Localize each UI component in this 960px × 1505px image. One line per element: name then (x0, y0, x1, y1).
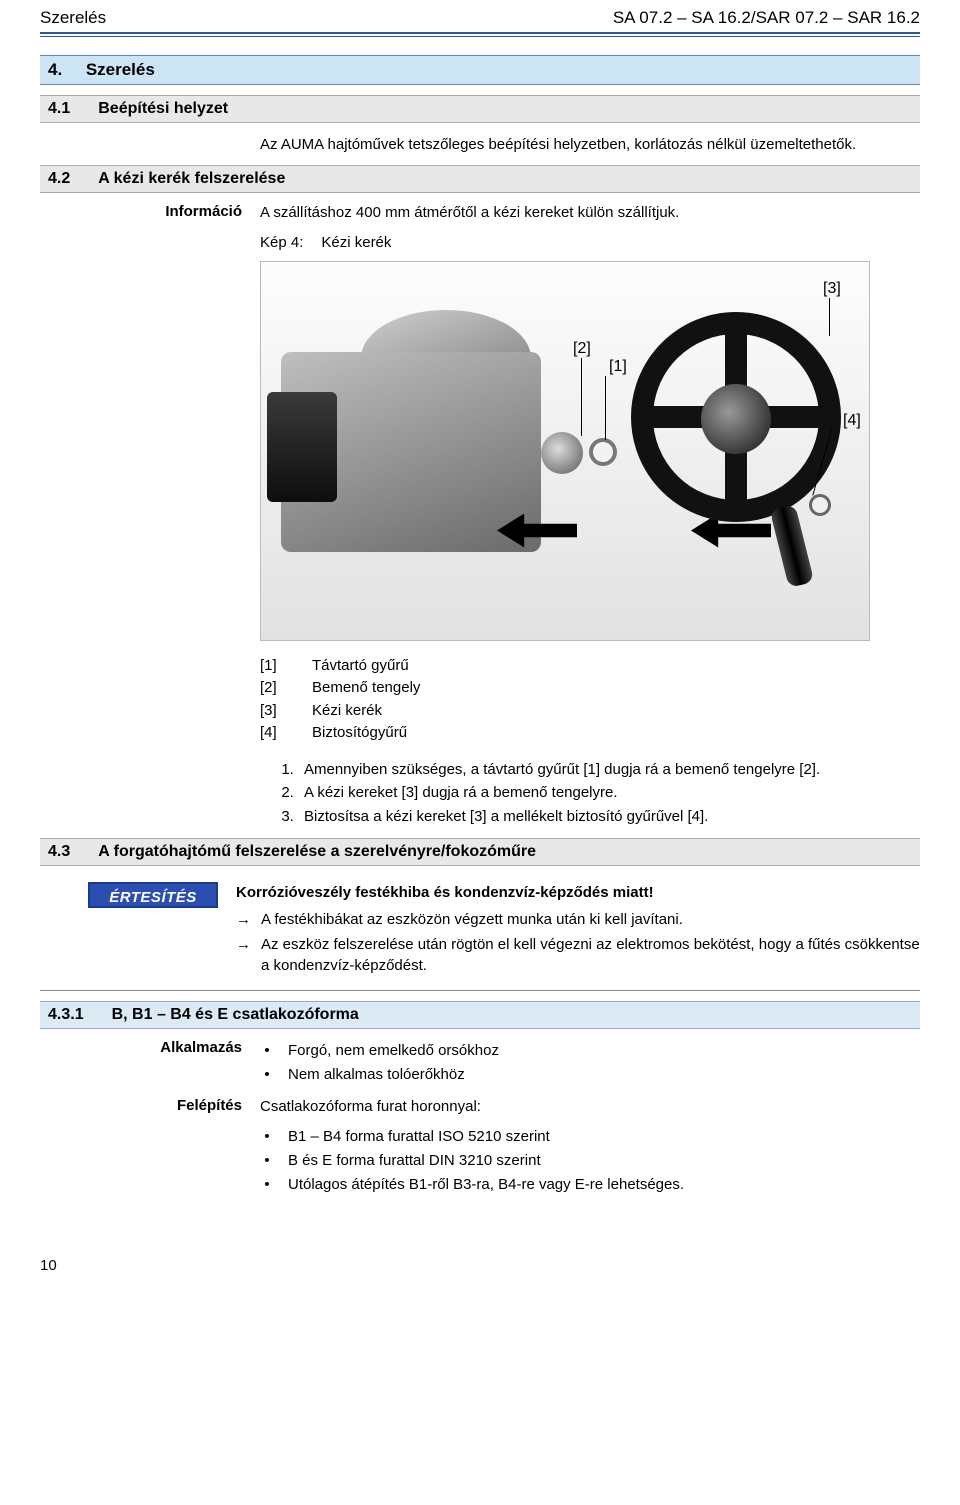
figure-title: Kézi kerék (321, 234, 391, 251)
handwheel-hub-shape (701, 384, 771, 454)
leader-line (605, 376, 606, 440)
bullet-icon: • (260, 1063, 274, 1087)
list-item-text: Utólagos átépítés B1-ről B3-ra, B4-re va… (288, 1173, 684, 1197)
legend-row: [1] Távtartó gyűrű (260, 655, 920, 678)
list-item-text: Forgó, nem emelkedő orsókhoz (288, 1039, 499, 1063)
page-number: 10 (40, 1257, 920, 1274)
legend-key: [3] (260, 700, 294, 723)
actuator-flange-shape (267, 392, 337, 502)
arrow-icon: → (236, 934, 251, 976)
spacer-ring-shape (589, 438, 617, 466)
legend-text: Kézi kerék (312, 700, 382, 723)
leader-line (829, 298, 830, 336)
section-4-2-title: A kézi kerék felszerelése (98, 170, 285, 188)
legend-text: Biztosítógyűrű (312, 722, 407, 745)
handwheel-handle-shape (770, 504, 815, 588)
step-item: Biztosítsa a kézi kereket [3] a mellékel… (298, 806, 920, 828)
notice-body: Korrózióveszély festékhiba és kondenzvíz… (236, 882, 920, 976)
header-model-range: SA 07.2 – SA 16.2/SAR 07.2 – SAR 16.2 (613, 8, 920, 28)
figure-label: Kép 4: (260, 234, 303, 251)
figure-handwheel: [2] [1] [3] [4] (260, 261, 870, 641)
arrow-icon: → (236, 909, 251, 930)
leader-line (581, 358, 582, 436)
section-4-1-number: 4.1 (48, 100, 70, 118)
list-item: • Nem alkalmas tolóerőkhöz (260, 1063, 920, 1087)
legend-key: [1] (260, 655, 294, 678)
section-4-3-title: A forgatóhajtómű felszerelése a szerelvé… (98, 843, 536, 861)
step-item: Amennyiben szükséges, a távtartó gyűrűt … (298, 759, 920, 781)
list-item-text: Nem alkalmas tolóerőkhöz (288, 1063, 465, 1087)
legend-key: [4] (260, 722, 294, 745)
section-4-3-1-number: 4.3.1 (48, 1006, 84, 1024)
section-4-3-number: 4.3 (48, 843, 70, 861)
callout-2: [2] (573, 340, 591, 358)
legend-text: Távtartó gyűrű (312, 655, 409, 678)
section-4-2-number: 4.2 (48, 170, 70, 188)
info-label: Információ (40, 203, 260, 223)
list-item: • B1 – B4 forma furattal ISO 5210 szerin… (260, 1125, 920, 1149)
figure-caption: Kép 4: Kézi kerék (260, 234, 920, 251)
section-4-title: Szerelés (86, 60, 155, 79)
legend-row: [3] Kézi kerék (260, 700, 920, 723)
notice-title: Korrózióveszély festékhiba és kondenzvíz… (236, 882, 920, 903)
notice-item: → Az eszköz felszerelése után rögtön el … (236, 934, 920, 976)
legend-row: [4] Biztosítógyűrű (260, 722, 920, 745)
bullet-icon: • (260, 1173, 274, 1197)
figure-legend: [1] Távtartó gyűrű [2] Bemenő tengely [3… (260, 655, 920, 745)
bullet-icon: • (260, 1149, 274, 1173)
section-4-1-heading: 4.1 Beépítési helyzet (40, 95, 920, 123)
callout-1: [1] (609, 358, 627, 376)
assembly-steps: Amennyiben szükséges, a távtartó gyűrűt … (298, 759, 920, 828)
legend-text: Bemenő tengely (312, 677, 420, 700)
section-4-1-title: Beépítési helyzet (98, 100, 228, 118)
bullet-icon: • (260, 1039, 274, 1063)
info-row: Információ A szállításhoz 400 mm átmérőt… (40, 203, 920, 223)
notice-block: ÉRTESÍTÉS Korrózióveszély festékhiba és … (40, 882, 920, 991)
notice-item: → A festékhibákat az eszközön végzett mu… (236, 909, 920, 930)
header-rule-top (40, 32, 920, 34)
step-item: A kézi kereket [3] dugja rá a bemenő ten… (298, 782, 920, 804)
section-4-heading: 4. Szerelés (40, 55, 920, 85)
info-text: A szállításhoz 400 mm átmérőtől a kézi k… (260, 203, 920, 223)
application-label: Alkalmazás (40, 1039, 260, 1087)
header-section-name: Szerelés (40, 8, 106, 28)
construction-label: Felépítés (40, 1097, 260, 1117)
section-4-3-1-title: B, B1 – B4 és E csatlakozóforma (112, 1006, 359, 1024)
legend-key: [2] (260, 677, 294, 700)
bullet-icon: • (260, 1125, 274, 1149)
section-4-2-heading: 4.2 A kézi kerék felszerelése (40, 165, 920, 193)
list-item: • Forgó, nem emelkedő orsókhoz (260, 1039, 920, 1063)
construction-intro: Csatlakozóforma furat horonnyal: (260, 1097, 920, 1117)
construction-list: • B1 – B4 forma furattal ISO 5210 szerin… (260, 1125, 920, 1197)
notice-badge: ÉRTESÍTÉS (88, 882, 218, 908)
legend-row: [2] Bemenő tengely (260, 677, 920, 700)
list-item-text: B és E forma furattal DIN 3210 szerint (288, 1149, 541, 1173)
notice-item-text: Az eszköz felszerelése után rögtön el ke… (261, 934, 920, 976)
section-4-3-heading: 4.3 A forgatóhajtómű felszerelése a szer… (40, 838, 920, 866)
notice-item-text: A festékhibákat az eszközön végzett munk… (261, 909, 683, 930)
list-item-text: B1 – B4 forma furattal ISO 5210 szerint (288, 1125, 550, 1149)
header-rule-bottom (40, 36, 920, 37)
application-list: • Forgó, nem emelkedő orsókhoz • Nem alk… (260, 1039, 920, 1087)
list-item: • B és E forma furattal DIN 3210 szerint (260, 1149, 920, 1173)
section-4-1-body: Az AUMA hajtóművek tetszőleges beépítési… (260, 135, 920, 155)
section-4-number: 4. (48, 60, 62, 79)
page-header: Szerelés SA 07.2 – SA 16.2/SAR 07.2 – SA… (40, 0, 920, 30)
callout-3: [3] (823, 280, 841, 298)
list-item: • Utólagos átépítés B1-ről B3-ra, B4-re … (260, 1173, 920, 1197)
application-row: Alkalmazás • Forgó, nem emelkedő orsókho… (40, 1039, 920, 1087)
callout-4: [4] (843, 412, 861, 430)
construction-row: Felépítés Csatlakozóforma furat horonnya… (40, 1097, 920, 1117)
section-4-3-1-heading: 4.3.1 B, B1 – B4 és E csatlakozóforma (40, 1001, 920, 1029)
lock-ring-shape (809, 494, 831, 516)
shaft-stub-shape (541, 432, 583, 474)
